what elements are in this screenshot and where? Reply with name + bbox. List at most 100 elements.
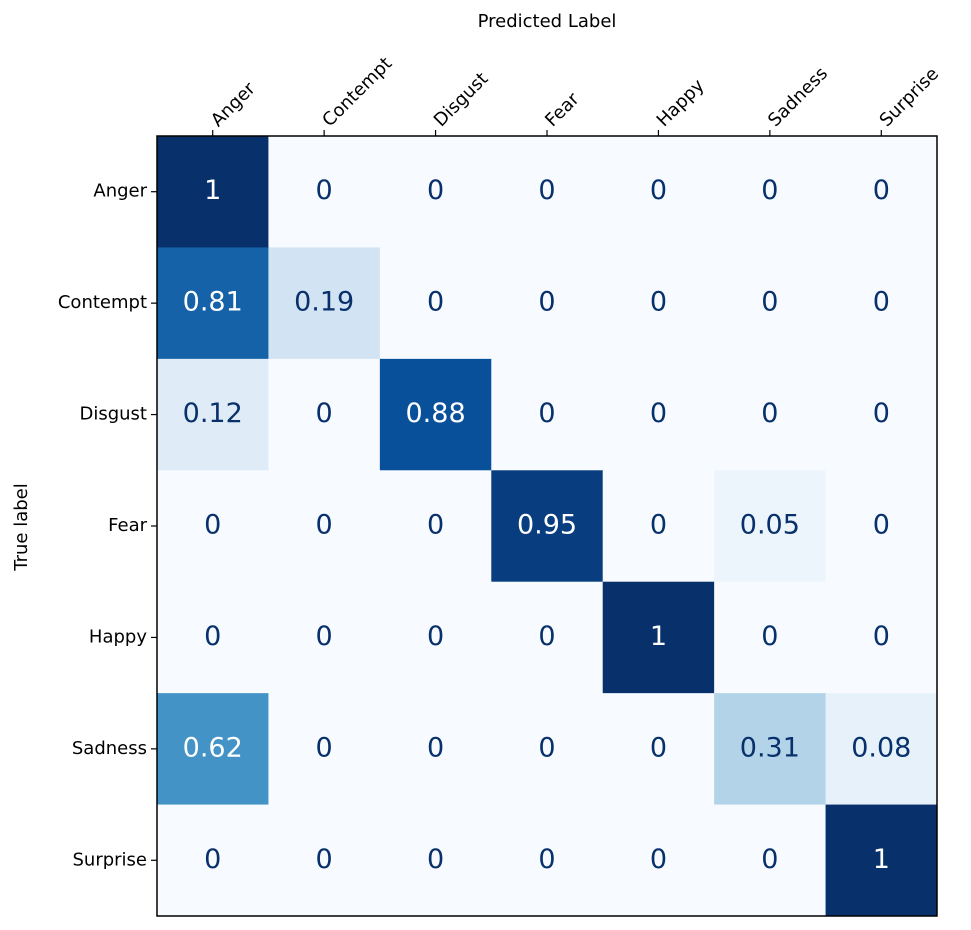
cell-label: 0 bbox=[316, 621, 333, 652]
cell-label: 0 bbox=[650, 398, 667, 429]
cell-label: 0 bbox=[873, 510, 890, 541]
cell-label: 1 bbox=[873, 844, 890, 875]
y-tick-label: Contempt bbox=[58, 292, 147, 313]
heat-cell bbox=[714, 470, 827, 583]
cell-label: 0 bbox=[204, 621, 221, 652]
heat-cell bbox=[268, 358, 381, 471]
heat-cell bbox=[157, 247, 269, 360]
cell-label: 0 bbox=[427, 175, 444, 206]
heat-cell bbox=[157, 470, 269, 583]
heat-cell bbox=[491, 358, 604, 471]
cell-label: 0.81 bbox=[183, 287, 243, 318]
cell-label: 0 bbox=[538, 287, 555, 318]
cell-label: 0 bbox=[650, 510, 667, 541]
cell-label: 0 bbox=[873, 175, 890, 206]
heat-cell bbox=[602, 581, 715, 694]
cell-label: 0.31 bbox=[740, 732, 800, 763]
cell-label: 0 bbox=[538, 621, 555, 652]
cell-label: 0 bbox=[427, 510, 444, 541]
heat-cell bbox=[602, 247, 715, 360]
heat-cell bbox=[714, 581, 827, 694]
heat-cell bbox=[379, 136, 492, 248]
heat-cell bbox=[379, 247, 492, 360]
cell-label: 0 bbox=[873, 621, 890, 652]
heat-cell bbox=[602, 358, 715, 471]
heat-cell bbox=[602, 804, 715, 917]
cell-label: 0 bbox=[761, 398, 778, 429]
cell-label: 0 bbox=[538, 844, 555, 875]
heat-cell bbox=[268, 804, 381, 917]
heat-cell bbox=[379, 804, 492, 917]
heat-cell bbox=[602, 470, 715, 583]
x-axis-title: Predicted Label bbox=[478, 11, 617, 32]
y-tick-label: Fear bbox=[108, 515, 147, 536]
cell-label: 0 bbox=[427, 287, 444, 318]
cell-label: 0 bbox=[761, 287, 778, 318]
heat-cell bbox=[491, 693, 604, 806]
heat-cell bbox=[379, 470, 492, 583]
cell-label: 0 bbox=[204, 510, 221, 541]
heat-cell bbox=[491, 470, 604, 583]
cell-label: 1 bbox=[650, 621, 667, 652]
cell-label: 0 bbox=[538, 732, 555, 763]
cell-label: 0 bbox=[316, 732, 333, 763]
cell-label: 0 bbox=[761, 621, 778, 652]
cell-label: 0 bbox=[538, 398, 555, 429]
heat-cell bbox=[157, 804, 269, 917]
cell-label: 0.12 bbox=[183, 398, 243, 429]
cell-label: 0 bbox=[650, 287, 667, 318]
x-tick-label: Happy bbox=[653, 75, 709, 131]
cell-label: 0 bbox=[650, 844, 667, 875]
y-tick-label: Sadness bbox=[72, 738, 147, 759]
cell-label: 0 bbox=[316, 510, 333, 541]
x-tick-label: Contempt bbox=[318, 53, 396, 131]
heat-cell bbox=[491, 136, 604, 248]
heat-cell bbox=[714, 136, 827, 248]
x-tick-label: Surprise bbox=[876, 64, 944, 132]
heat-cell bbox=[714, 804, 827, 917]
cell-label: 0.19 bbox=[294, 287, 354, 318]
cell-label: 0 bbox=[873, 398, 890, 429]
heat-cell bbox=[714, 247, 827, 360]
cell-label: 0.95 bbox=[517, 510, 577, 541]
heat-cell bbox=[714, 358, 827, 471]
cell-label: 0 bbox=[427, 621, 444, 652]
cell-label: 0.62 bbox=[183, 732, 243, 763]
heat-cell bbox=[825, 693, 938, 806]
cell-label: 0 bbox=[427, 732, 444, 763]
cell-label: 0 bbox=[873, 287, 890, 318]
cell-label: 0 bbox=[204, 844, 221, 875]
heat-cell bbox=[602, 693, 715, 806]
heat-cell bbox=[268, 247, 381, 360]
heat-cell bbox=[602, 136, 715, 248]
cell-label: 0 bbox=[650, 732, 667, 763]
cell-label: 0 bbox=[761, 175, 778, 206]
x-tick-label: Sadness bbox=[764, 63, 832, 131]
heat-cell bbox=[714, 693, 827, 806]
heat-cell bbox=[268, 581, 381, 694]
heat-cell bbox=[268, 470, 381, 583]
x-tick-label: Anger bbox=[207, 78, 260, 131]
cell-label: 0.08 bbox=[851, 732, 911, 763]
x-tick-label: Fear bbox=[541, 88, 584, 131]
heat-cell bbox=[268, 693, 381, 806]
cell-label: 0.88 bbox=[406, 398, 466, 429]
heat-cell bbox=[491, 247, 604, 360]
heat-cell bbox=[157, 358, 269, 471]
cell-label: 0 bbox=[427, 844, 444, 875]
heat-cell bbox=[825, 136, 938, 248]
cell-label: 0 bbox=[316, 398, 333, 429]
heat-cell bbox=[825, 358, 938, 471]
cell-label: 0 bbox=[761, 844, 778, 875]
cell-label: 0 bbox=[316, 844, 333, 875]
heat-cell bbox=[379, 581, 492, 694]
heat-cell bbox=[825, 247, 938, 360]
heat-cell bbox=[157, 693, 269, 806]
heat-cell bbox=[157, 136, 269, 248]
cell-label: 0 bbox=[538, 175, 555, 206]
y-tick-label: Surprise bbox=[72, 849, 147, 870]
heat-cell bbox=[825, 581, 938, 694]
heat-cell bbox=[268, 136, 381, 248]
y-tick-label: Disgust bbox=[79, 404, 147, 425]
